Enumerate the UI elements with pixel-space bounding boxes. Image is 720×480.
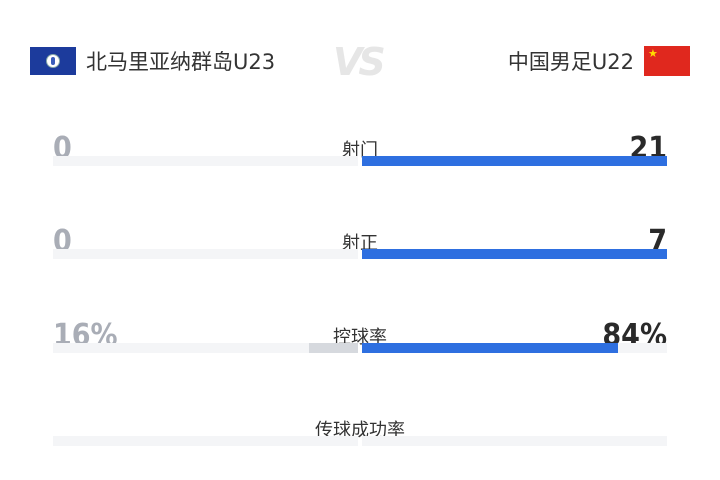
away-bar-fill bbox=[362, 156, 667, 166]
away-team: 中国男足U22 ★ bbox=[508, 46, 690, 76]
home-team-name: 北马里亚纳群岛U23 bbox=[86, 50, 276, 74]
away-bar-track bbox=[362, 436, 667, 446]
away-bar-track bbox=[362, 249, 667, 259]
away-bar-fill bbox=[362, 343, 619, 353]
northern-mariana-islands-flag-icon bbox=[30, 47, 76, 75]
home-bar-track bbox=[53, 249, 358, 259]
away-bar-fill bbox=[362, 249, 667, 259]
home-bar-fill bbox=[309, 343, 358, 353]
stat-label: 射正 bbox=[342, 233, 378, 254]
stat-label: 射门 bbox=[342, 140, 378, 161]
home-bar-track bbox=[53, 156, 358, 166]
away-bar-track bbox=[362, 156, 667, 166]
stat-label: 控球率 bbox=[333, 327, 387, 348]
home-team: 北马里亚纳群岛U23 bbox=[30, 46, 275, 76]
vs-logo: VS bbox=[333, 40, 386, 84]
away-bar-track bbox=[362, 343, 667, 353]
home-bar-track bbox=[53, 343, 358, 353]
home-bar-track bbox=[53, 436, 358, 446]
china-flag-icon: ★ bbox=[644, 46, 690, 76]
stat-label: 传球成功率 bbox=[315, 420, 405, 441]
away-team-name: 中国男足U22 bbox=[507, 50, 634, 74]
